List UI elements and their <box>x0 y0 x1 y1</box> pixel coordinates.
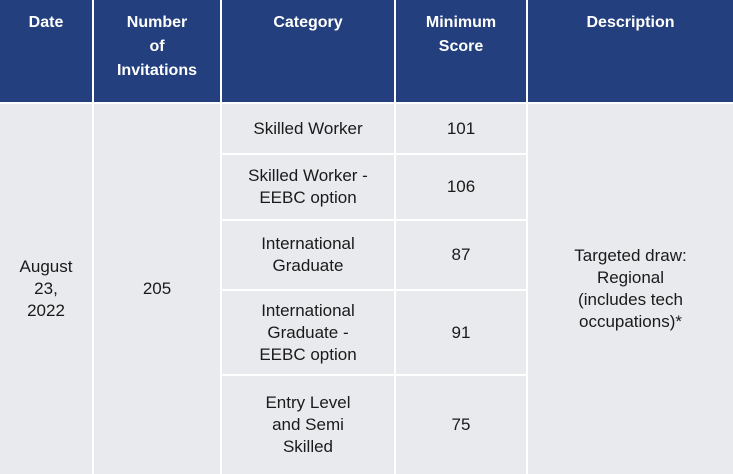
score-value: 106 <box>446 177 476 196</box>
score-value: 75 <box>451 415 471 434</box>
table-row-score: 106 <box>396 155 526 219</box>
date-cell: August 23, 2022 <box>0 104 92 474</box>
category-value: Skilled Worker <box>253 118 363 138</box>
header-description-label: Description <box>586 14 675 31</box>
score-value: 87 <box>451 245 471 264</box>
table-row-category: International Graduate <box>222 221 394 289</box>
table-row-score: 87 <box>396 221 526 289</box>
category-value: International Graduate - EEBC option <box>259 300 357 364</box>
invitations-cell: 205 <box>94 104 220 474</box>
table-row-category: Entry Level and Semi Skilled <box>222 376 394 474</box>
category-value: Entry Level and Semi Skilled <box>265 393 351 456</box>
score-value: 91 <box>451 322 471 342</box>
header-invitations: Number of Invitations <box>94 0 220 102</box>
header-description: Description <box>528 0 733 102</box>
score-value: 101 <box>446 118 476 138</box>
header-min-score: Minimum Score <box>396 0 526 102</box>
category-value: Skilled Worker - EEBC option <box>248 166 368 207</box>
table-row-category: International Graduate - EEBC option <box>222 291 394 374</box>
header-date: Date <box>0 0 92 102</box>
header-min-score-label: Minimum Score <box>425 14 497 55</box>
date-value: August 23, 2022 <box>19 257 73 320</box>
category-value: International Graduate <box>261 234 355 275</box>
table-row-score: 91 <box>396 291 526 374</box>
table-row-score: 101 <box>396 104 526 153</box>
table-row-category: Skilled Worker - EEBC option <box>222 155 394 219</box>
header-category: Category <box>222 0 394 102</box>
invitations-value: 205 <box>142 279 172 298</box>
table-row-score: 75 <box>396 376 526 474</box>
header-category-label: Category <box>273 14 343 31</box>
description-value: Targeted draw: Regional (includes tech o… <box>574 246 687 331</box>
header-date-label: Date <box>28 14 64 31</box>
description-cell: Targeted draw: Regional (includes tech o… <box>528 104 733 474</box>
table-row-category: Skilled Worker <box>222 104 394 153</box>
header-invitations-label: Number of Invitations <box>116 14 197 79</box>
